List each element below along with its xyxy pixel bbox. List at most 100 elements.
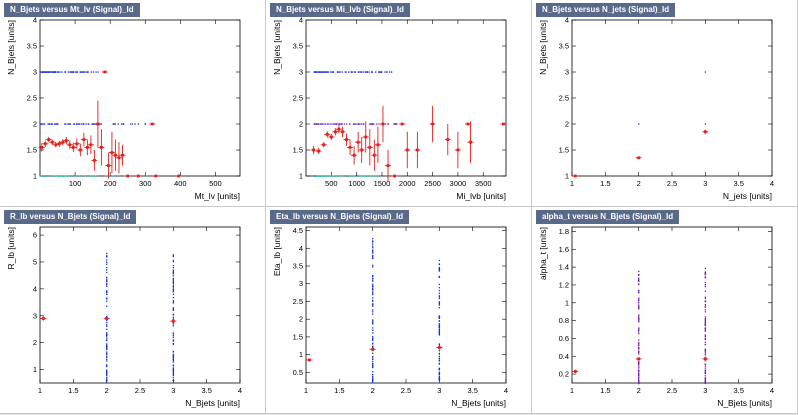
scatter-point <box>638 373 640 376</box>
scatter-point <box>106 280 108 283</box>
scatter-point <box>372 252 374 254</box>
scatter-point <box>172 287 175 289</box>
scatter-point <box>106 255 108 258</box>
scatter-point <box>638 353 640 355</box>
x-tick-label: 3 <box>437 386 441 395</box>
scatter-point <box>438 329 441 332</box>
scatter-point <box>332 71 335 73</box>
scatter-point <box>344 71 346 73</box>
scatter-point <box>172 265 175 267</box>
scatter-point <box>326 175 329 177</box>
scatter-point <box>704 368 707 370</box>
scatter-point <box>146 175 148 177</box>
scatter-point <box>331 123 333 125</box>
scatter-point <box>372 364 374 366</box>
scatter-point <box>82 71 84 73</box>
scatter-point <box>438 327 441 329</box>
scatter-point <box>52 71 54 73</box>
scatter-point <box>67 175 70 177</box>
y-tick-label: 3 <box>299 68 303 77</box>
scatter-point <box>704 335 707 337</box>
scatter-point <box>327 71 330 73</box>
scatter-point <box>371 175 373 177</box>
scatter-point <box>386 71 388 73</box>
scatter-point <box>172 353 175 355</box>
scatter-point <box>172 254 175 256</box>
scatter-point <box>438 331 441 333</box>
scatter-point <box>106 263 108 265</box>
scatter-point <box>41 71 43 73</box>
y-tick-label: 1.5 <box>293 146 303 155</box>
scatter-point <box>172 355 175 358</box>
scatter-point <box>50 123 52 125</box>
scatter-point <box>704 309 707 311</box>
y-tick-label: 3 <box>33 311 37 320</box>
x-tick-label: 4 <box>504 386 508 395</box>
scatter-point <box>338 175 341 177</box>
scatter-point <box>73 123 75 125</box>
plot-pad-5[interactable]: Eta_lb versus N_Bjets (Signal)_Id 1 1.5 2 2… <box>266 207 532 414</box>
plot-pad-2[interactable]: N_Bjets versus Mi_lvb (Signal)_Id 500 100… <box>266 0 532 207</box>
scatter-point <box>372 293 374 296</box>
scatter-point <box>321 123 323 125</box>
scatter-point <box>172 359 175 361</box>
scatter-point <box>172 332 175 335</box>
scatter-point <box>106 358 108 360</box>
scatter-point <box>638 351 640 353</box>
scatter-point <box>106 339 108 342</box>
y-tick-label: 4 <box>565 16 569 25</box>
y-tick-label: 0.5 <box>293 368 303 377</box>
scatter-point <box>704 311 707 313</box>
scatter-point <box>337 71 340 73</box>
y-tick-label: 3.5 <box>559 42 569 51</box>
scatter-point <box>327 123 329 125</box>
scatter-point <box>438 363 441 365</box>
scatter-point <box>56 175 58 177</box>
scatter-point <box>704 276 707 278</box>
scatter-point <box>172 336 175 339</box>
x-tick-label: 1 <box>570 179 574 188</box>
scatter-point <box>372 352 374 354</box>
scatter-point <box>372 336 374 338</box>
profile-marker <box>368 146 372 149</box>
scatter-point <box>359 175 362 177</box>
scatter-point <box>438 296 441 298</box>
scatter-point <box>704 281 707 284</box>
scatter-point <box>372 358 374 360</box>
plot-pad-4[interactable]: R_lb versus N_Bjets (Signal)_Id 1 1.5 2 2.5… <box>0 207 266 414</box>
plot-pad-6[interactable]: alpha_t versus N_Bjets (Signal)_Id 1 1.5 2… <box>532 207 798 414</box>
scatter-point <box>638 381 640 384</box>
scatter-point <box>372 319 374 321</box>
scatter-point <box>343 175 345 177</box>
scatter-point <box>704 306 707 308</box>
scatter-point <box>638 364 640 366</box>
scatter-point <box>704 354 707 356</box>
scatter-point <box>75 175 78 177</box>
scatter-point <box>106 352 108 355</box>
scatter-point <box>316 123 318 125</box>
scatter-point <box>53 71 55 73</box>
plot-pad-1[interactable]: N_Bjets versus Mt_lv (Signal)_Id 100 200 3… <box>0 0 266 207</box>
profile-marker <box>405 148 409 152</box>
scatter-point <box>75 123 78 125</box>
y-tick-label: 1.6 <box>559 245 569 254</box>
y-tick-label: 4 <box>33 16 37 25</box>
scatter-point <box>172 259 175 262</box>
scatter-point <box>59 71 61 73</box>
plot-pad-3[interactable]: N_Bjets versus N_jets (Signal)_Id 1 1.5 2 2… <box>532 0 798 207</box>
y-tick-label: 3 <box>565 68 569 77</box>
scatter-point <box>704 381 707 384</box>
scatter-point <box>438 377 441 379</box>
plot-svg: 1 1.5 2 2.5 3 3.5 4 1 1.5 2 2.5 3 3.5 4 N_jets [units]… <box>538 16 774 202</box>
scatter-point <box>337 175 340 177</box>
scatter-point <box>438 292 441 294</box>
scatter-point <box>638 274 640 276</box>
y-tick-label: 5 <box>33 257 37 266</box>
x-tick-label: 1500 <box>374 179 391 188</box>
scatter-point <box>106 372 108 374</box>
scatter-point <box>61 71 63 73</box>
scatter-point <box>172 275 175 277</box>
scatter-point <box>172 350 175 353</box>
profile-marker <box>360 148 364 152</box>
